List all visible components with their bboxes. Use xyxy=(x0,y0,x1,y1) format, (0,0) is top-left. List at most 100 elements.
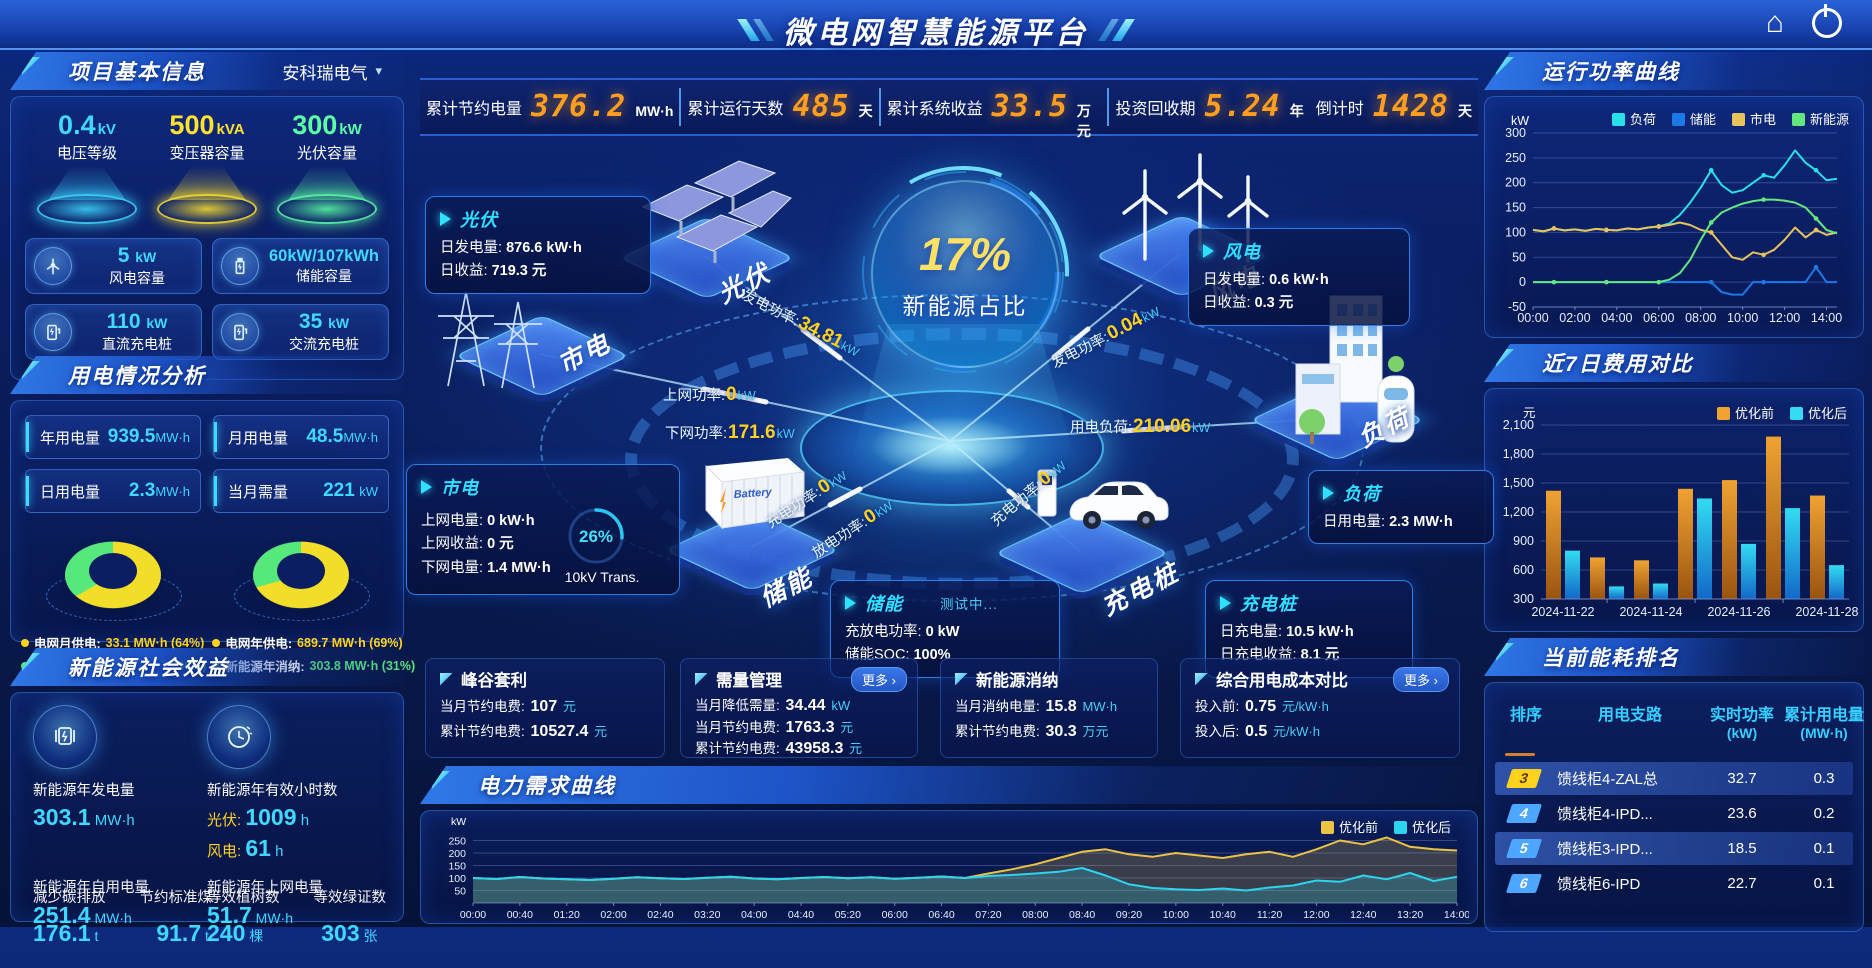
svg-text:kW: kW xyxy=(1511,114,1529,128)
svg-text:150: 150 xyxy=(1505,201,1526,215)
svg-text:12:00: 12:00 xyxy=(1769,311,1800,325)
company-name: 安科瑞电气 xyxy=(282,63,368,83)
panel-title: 近7日费用对比 xyxy=(1542,353,1694,376)
rank-badge: 3 xyxy=(1505,769,1543,788)
svg-text:07:20: 07:20 xyxy=(975,909,1001,921)
svg-text:00:00: 00:00 xyxy=(460,909,486,921)
capacity-card-wind: 5 kW 风电容量 xyxy=(25,238,202,295)
panel-power-curve: 运行功率曲线 负荷 储能 市电 新能源 -50 0 50 100 150 200 250 30… xyxy=(1484,52,1864,338)
battery-icon xyxy=(221,247,259,286)
demand-chart-body: 优化前 优化后 50 100 150 200 250 kW 00:00 00:40 01:20 0… xyxy=(420,810,1478,924)
svg-text:1,200: 1,200 xyxy=(1503,505,1534,519)
power-icon[interactable] xyxy=(1812,4,1842,38)
svg-text:100: 100 xyxy=(1505,225,1526,239)
table-row[interactable]: 6 馈线柜6-IPD 22.7 0.1 xyxy=(1495,867,1853,900)
caret-down-icon: ▾ xyxy=(375,63,382,78)
legend-dot xyxy=(21,638,29,647)
svg-text:00:00: 00:00 xyxy=(1517,311,1548,325)
ranking-table: 排序 用电支路 实时功率 (kW) 累计用电量 (MW·h) 3 馈线柜4-ZAL总… xyxy=(1484,682,1864,932)
top-bar: 微电网智慧能源平台 ⌂ xyxy=(0,0,1872,50)
svg-text:06:00: 06:00 xyxy=(882,909,908,921)
svg-text:10:00: 10:00 xyxy=(1163,909,1189,921)
svg-text:01:20: 01:20 xyxy=(554,909,580,921)
flow-load: 用电负荷:210.06kW xyxy=(1070,416,1211,437)
dc-charger-icon xyxy=(34,313,72,352)
panel-cost-compare: 近7日费用对比 优化前 优化后 300 600 900 1,200 1,500 1,800… xyxy=(1484,344,1864,632)
svg-text:08:40: 08:40 xyxy=(1069,909,1095,921)
flag-corner-icon xyxy=(1195,672,1208,686)
power-chart-body: 负荷 储能 市电 新能源 -50 0 50 100 150 200 250 300 kW 00:0… xyxy=(1484,96,1864,338)
svg-text:13:20: 13:20 xyxy=(1397,909,1423,921)
svg-text:150: 150 xyxy=(448,861,466,873)
pedestal-value: 300 xyxy=(292,110,338,140)
svg-text:2024-11-22: 2024-11-22 xyxy=(1531,605,1594,619)
svg-text:900: 900 xyxy=(1513,534,1534,548)
svg-text:04:40: 04:40 xyxy=(788,909,814,921)
page-title: 微电网智慧能源平台 xyxy=(783,17,1089,50)
usage-stats: 年用电量 939.5MW·h 月用电量 48.5MW·h 日用电量 2.3MW·h 当… xyxy=(11,401,403,517)
usage-body: 年用电量 939.5MW·h 月用电量 48.5MW·h 日用电量 2.3MW·h 当… xyxy=(10,400,415,674)
panel-header: 项目基本信息 安科瑞电气 ▾ xyxy=(10,52,404,90)
panel-header: 运行功率曲线 xyxy=(1484,52,1864,90)
grid-info-card: 市电 上网电量: 0 kW·h 上网收益: 0 元 下网电量: 1.4 MW·h… xyxy=(406,464,680,595)
svg-text:600: 600 xyxy=(1513,563,1534,577)
pedestal-label: 变压器容量 xyxy=(169,145,245,163)
rank-badge: 5 xyxy=(1505,839,1543,858)
panel-header: 近7日费用对比 xyxy=(1484,344,1864,382)
microgrid-scene: 17% 新能源占比 xyxy=(406,136,1494,678)
svg-text:250: 250 xyxy=(448,836,466,848)
pedestal-value: 0.4 xyxy=(58,110,96,140)
pv-capacity-pedestal: 300 kW 光伏容量 xyxy=(271,110,383,225)
flag-corner-icon xyxy=(1496,349,1514,367)
svg-text:10:40: 10:40 xyxy=(1210,909,1236,921)
svg-text:04:00: 04:00 xyxy=(741,909,767,921)
svg-text:1,500: 1,500 xyxy=(1503,476,1534,490)
company-select[interactable]: 安科瑞电气 ▾ xyxy=(282,59,382,84)
pv-info-card: 光伏 日发电量: 876.6 kW·h 日收益: 719.3 元 xyxy=(425,196,651,294)
more-button[interactable]: 更多 › xyxy=(851,667,907,692)
load-info-card: 负荷 日用电量: 2.3 MW·h xyxy=(1308,470,1494,545)
table-row[interactable]: 4 馈线柜4-IPD... 23.6 0.2 xyxy=(1495,797,1853,830)
testing-badge: 测试中... xyxy=(940,597,998,612)
panel-usage-analysis: 用电情况分析 年用电量 939.5MW·h 月用电量 48.5MW·h 日用电量 2.… xyxy=(10,356,415,674)
donut-charts xyxy=(11,517,403,623)
capacity-grid: 5 kW 风电容量 60kW/107kWh 储能容量 110 kW xyxy=(11,224,403,374)
legend-chip xyxy=(1731,113,1745,126)
rank-badge: 6 xyxy=(1505,874,1543,893)
svg-text:10:00: 10:00 xyxy=(1727,311,1758,325)
to-grid-label: 新能源年上网电量 xyxy=(207,880,323,896)
flag-corner-icon xyxy=(22,361,40,379)
legend-chip xyxy=(1320,821,1334,834)
kpi-bar: 累计节约电量 376.2 MW·h 累计运行天数 485 天 累计系统收益 33.5 万元 … xyxy=(420,78,1478,139)
cost-legend: 优化前 优化后 xyxy=(1716,403,1847,422)
svg-text:2024-11-26: 2024-11-26 xyxy=(1707,605,1770,619)
panel-energy-ranking: 当前能耗排名 排序 用电支路 实时功率 (kW) 累计用电量 (MW·h) 3 馈线… xyxy=(1484,638,1864,932)
wind-turbine-icon xyxy=(34,247,72,286)
stat-year-usage: 年用电量 939.5MW·h xyxy=(25,415,201,459)
more-button[interactable]: 更多 › xyxy=(1393,667,1449,692)
rank-badge: 4 xyxy=(1505,804,1543,823)
svg-text:08:00: 08:00 xyxy=(1022,909,1048,921)
home-icon[interactable]: ⌂ xyxy=(1765,6,1784,39)
play-arrow-icon xyxy=(440,212,451,226)
panel-title: 用电情况分析 xyxy=(68,365,206,388)
table-row[interactable]: 5 馈线柜3-IPD... 18.5 0.1 xyxy=(1495,832,1853,865)
pedestal-row: 0.4 kV 电压等级 500 kVA 变压器容量 300 kW 光伏容量 xyxy=(11,97,403,225)
svg-text:02:00: 02:00 xyxy=(600,909,626,921)
svg-text:2024-11-24: 2024-11-24 xyxy=(1619,605,1682,619)
svg-text:12:40: 12:40 xyxy=(1350,909,1376,921)
renewable-share-label: 新能源占比 xyxy=(902,293,1028,319)
svg-text:200: 200 xyxy=(448,848,466,860)
svg-text:kW: kW xyxy=(451,816,466,828)
svg-text:Battery: Battery xyxy=(733,486,773,501)
pedestal-label: 光伏容量 xyxy=(296,145,357,163)
ac-charger-icon xyxy=(221,313,259,352)
flag-corner-icon xyxy=(22,57,40,75)
renewable-share-hub: 17% 新能源占比 xyxy=(871,180,1059,368)
table-row[interactable]: 3 馈线柜4-ZAL总 32.7 0.3 xyxy=(1495,762,1853,795)
svg-text:03:20: 03:20 xyxy=(694,909,720,921)
month-supply-donut xyxy=(38,527,188,623)
svg-text:1,800: 1,800 xyxy=(1503,447,1534,461)
wind-info-card: 风电 日发电量: 0.6 kW·h 日收益: 0.3 元 xyxy=(1188,228,1410,326)
svg-text:50: 50 xyxy=(454,886,466,898)
